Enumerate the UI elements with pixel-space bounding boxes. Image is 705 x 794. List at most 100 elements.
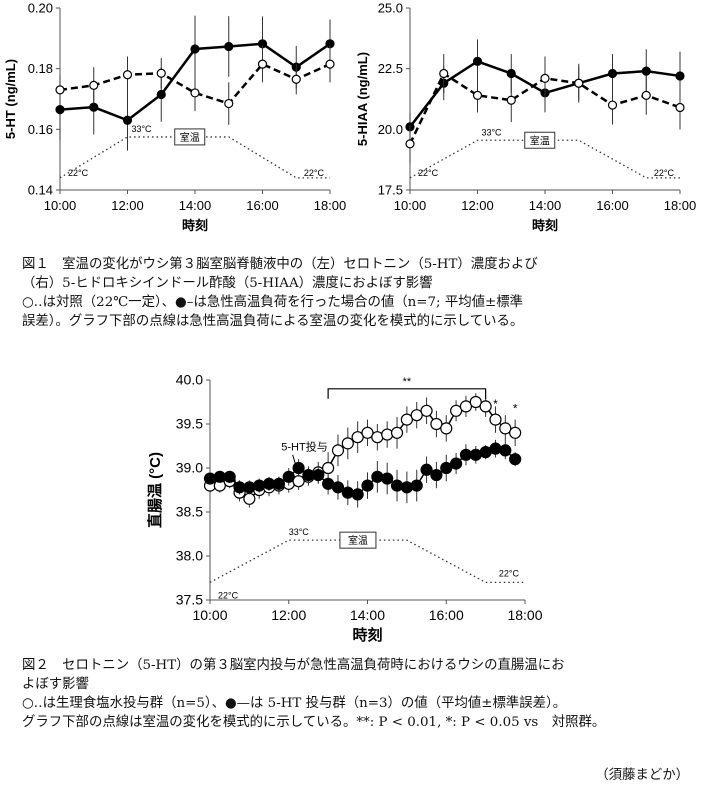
- x-tick-label: 16:00: [246, 198, 279, 213]
- data-point-open: [381, 428, 394, 441]
- data-point-filled: [272, 477, 286, 490]
- y-tick-label: 39.0: [176, 460, 203, 476]
- data-point-open: [472, 90, 483, 100]
- data-point-open: [243, 492, 256, 505]
- data-point-filled: [203, 472, 217, 485]
- data-point-filled: [351, 488, 364, 501]
- data-point-filled: [420, 463, 433, 476]
- data-point-open: [190, 88, 200, 98]
- data-point-open: [607, 100, 618, 110]
- x-tick-label: 18:00: [314, 198, 347, 213]
- base-temp-label-left: 22°C: [418, 168, 439, 178]
- data-point-filled: [224, 41, 234, 52]
- caption-line: 図１ 室温の変化がウシ第３脳室脳脊髄液中の（左）セロトニン（5-HT）濃度および: [22, 257, 538, 272]
- data-point-filled: [156, 89, 166, 100]
- room-temp-box-label: 室温: [348, 534, 368, 547]
- data-point-open: [322, 461, 335, 475]
- x-tick-label: 18:00: [507, 607, 542, 623]
- y-tick-label: 39.5: [176, 416, 203, 432]
- data-point-filled: [381, 472, 394, 485]
- x-tick-label: 14:00: [529, 198, 562, 213]
- room-temp-line: [209, 539, 525, 584]
- data-point-open: [641, 90, 651, 100]
- data-point-open: [371, 431, 384, 444]
- caption-line: 図２ セロトニン（5-HT）の第３脳室内投与が急性高温負荷時におけるウシの直腸温…: [22, 658, 565, 673]
- room-temp-box: [524, 131, 556, 149]
- data-point-filled: [469, 448, 482, 461]
- significance-star: *: [493, 397, 498, 411]
- data-point-open: [325, 59, 335, 69]
- chart-5hiaa: 17.5 20.0 22.5 25.0 10:00 12:00 14:00 16:00 18:0…: [355, 1, 696, 234]
- data-point-filled: [331, 481, 345, 494]
- peak-temp-label: 33°C: [131, 124, 152, 134]
- x-tick-label: 16:00: [596, 198, 629, 213]
- y-tick-label: 25.0: [378, 1, 403, 16]
- y-tick-label: 0.20: [28, 1, 53, 16]
- data-point-filled: [410, 479, 423, 492]
- data-point-filled: [341, 486, 354, 499]
- data-point-open: [506, 95, 516, 105]
- x-tick-label: 10:00: [192, 607, 227, 623]
- x-tick-label: 16:00: [429, 607, 464, 623]
- caption-line: （右）5-ヒドロキシインドール酢酸（5-HIAA）濃度におよぼす影響: [22, 276, 433, 291]
- y-tick-label: 20.0: [378, 122, 403, 137]
- chart-5ht: 0.14 0.16 0.18 0.20 10:00 12:00 14:00 16:00 18:0…: [3, 1, 347, 234]
- caption-line: ○‥は生理食塩水投与群（n=5）、●—は 5-HT 投与群（n=3）の値（平均値…: [22, 696, 567, 711]
- significance-bracket: [327, 388, 487, 399]
- data-point-filled: [506, 68, 516, 79]
- x-tick-label: 14:00: [179, 198, 212, 213]
- room-temp-box-label: 室温: [180, 131, 200, 144]
- room-temp-box-label: 室温: [530, 134, 550, 147]
- data-point-open: [405, 139, 415, 149]
- data-point-open: [449, 404, 463, 417]
- y-axis-label: 直腸温 (°C): [146, 452, 164, 528]
- significance-star: *: [513, 402, 518, 416]
- data-point-filled: [607, 68, 618, 79]
- data-point-filled: [430, 468, 443, 482]
- base-temp-label-left: 22°C: [218, 590, 239, 600]
- y-tick-label: 22.5: [378, 61, 403, 76]
- data-point-open: [499, 422, 512, 435]
- data-point-filled: [472, 56, 483, 66]
- x-tick-label: 10:00: [394, 198, 427, 213]
- data-point-filled: [243, 481, 256, 494]
- y-tick-label: 37.5: [176, 592, 203, 608]
- data-point-filled: [292, 461, 305, 475]
- caption-line: 誤差）。グラフ下部の点線は急性高温負荷による室温の変化を模式的に示している。: [22, 314, 524, 329]
- x-tick-label: 14:00: [350, 607, 385, 623]
- data-point-open: [420, 404, 433, 417]
- figure1-caption: 図１ 室温の変化がウシ第３脳室脳脊髄液中の（左）セロトニン（5-HT）濃度および…: [22, 255, 692, 331]
- y-axis-label: 5-HT (ng/mL): [3, 59, 18, 139]
- data-point-filled: [190, 44, 200, 54]
- x-axis-label: 時刻: [182, 218, 208, 233]
- data-point-open: [430, 417, 443, 431]
- data-point-open: [122, 70, 133, 80]
- data-point-open: [291, 74, 301, 84]
- data-point-filled: [282, 470, 295, 483]
- data-point-open: [469, 395, 482, 409]
- data-point-open: [224, 98, 234, 109]
- x-tick-label: 12:00: [461, 198, 494, 213]
- caption-line: ○‥は対照（22℃一定）、●–は急性高温負荷を行った場合の値（n=7; 平均値±…: [22, 295, 523, 310]
- author: （須藤まどか）: [595, 768, 689, 783]
- data-point-filled: [223, 470, 236, 483]
- data-point-open: [540, 73, 550, 83]
- data-point-open: [390, 426, 404, 439]
- data-point-open: [257, 59, 268, 69]
- figure2-caption: 図２ セロトニン（5-HT）の第３脳室内投与が急性高温負荷時におけるウシの直腸温…: [22, 656, 692, 732]
- room-temp-box: [339, 531, 377, 549]
- data-point-filled: [89, 102, 99, 112]
- data-point-open: [440, 422, 453, 435]
- room-temp-box: [174, 128, 206, 146]
- data-point-open: [55, 85, 65, 95]
- x-axis-label: 時刻: [532, 218, 558, 233]
- significance-label: **: [403, 376, 412, 388]
- injection-arrow: [292, 454, 298, 469]
- data-point-filled: [122, 115, 133, 125]
- injection-label: 5-HT投与: [281, 439, 327, 453]
- data-point-filled: [499, 444, 512, 457]
- x-tick-label: 12:00: [111, 198, 144, 213]
- base-temp-label-right: 22°C: [304, 168, 325, 178]
- data-point-filled: [371, 470, 384, 483]
- data-point-filled: [641, 66, 651, 76]
